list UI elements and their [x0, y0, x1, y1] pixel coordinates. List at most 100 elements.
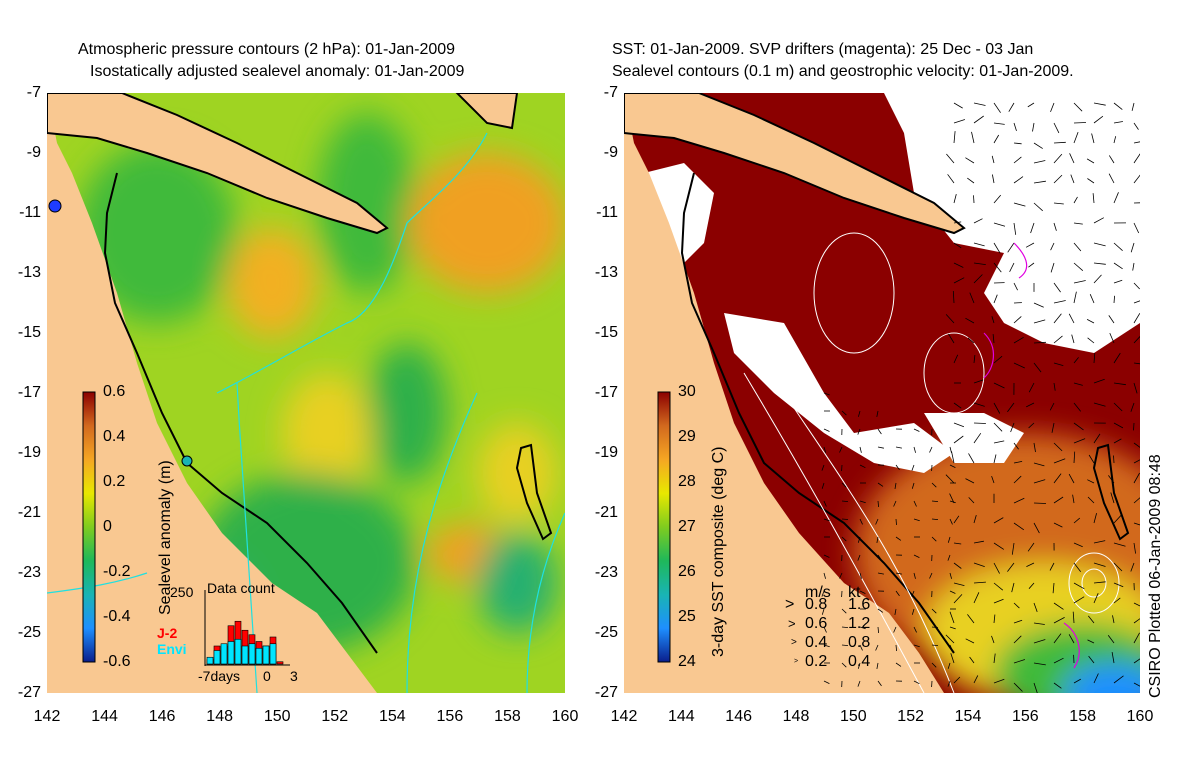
- velocity-arrow: [857, 680, 861, 687]
- colorbar-tick-label: 28: [678, 473, 696, 490]
- inset-x-label-zero: 0: [263, 668, 271, 684]
- velocity-arrow: [993, 382, 1005, 389]
- colorbar-tick-label: -0.6: [103, 653, 131, 670]
- velocity-arrow: [1025, 242, 1035, 248]
- velocity-arrow: [823, 392, 830, 396]
- velocity-arrow: [1093, 402, 1106, 407]
- velocity-arrow: [1028, 262, 1035, 268]
- right-land-australia: [624, 93, 944, 693]
- velocity-arrow: [841, 536, 847, 542]
- velocity-arrow: [1033, 341, 1047, 344]
- inset-bar-j2: [276, 661, 284, 665]
- inset-bar-envi: [206, 656, 214, 665]
- velocity-arrow: [859, 518, 863, 525]
- velocity-arrow: [1027, 102, 1035, 108]
- velocity-arrow: [949, 518, 953, 525]
- x-tick-label: 160: [1126, 708, 1154, 725]
- velocity-arrow: [1133, 442, 1140, 448]
- left-blob-green-north: [317, 113, 417, 293]
- velocity-arrow: [947, 680, 951, 687]
- left-reef-contour: [103, 172, 378, 654]
- velocity-arrow: [1013, 282, 1018, 291]
- velocity-arrow: [1033, 662, 1046, 666]
- y-tick-label: -21: [17, 504, 41, 521]
- velocity-arrow: [1133, 300, 1140, 304]
- inset-x-label-start: -7days: [198, 668, 241, 684]
- velocity-arrow: [1053, 473, 1062, 484]
- velocity-arrow: [913, 500, 917, 507]
- velocity-arrow: [1033, 479, 1046, 484]
- velocity-arrow: [945, 474, 955, 484]
- left-blob-yellow-east: [477, 423, 557, 523]
- velocity-arrow: [1073, 357, 1079, 364]
- inset-bar-envi: [269, 643, 277, 665]
- velocity-arrow: [949, 626, 956, 630]
- left-colorbar-gradient: [82, 391, 96, 663]
- velocity-arrow: [895, 644, 897, 652]
- velocity-arrow: [973, 115, 984, 124]
- velocity-arrow: [913, 446, 916, 453]
- velocity-arrow: [967, 337, 975, 344]
- y-tick-label: -9: [26, 144, 41, 161]
- velocity-arrow: [993, 422, 1003, 432]
- velocity-arrow: [1109, 332, 1115, 344]
- velocity-arrow: [895, 662, 902, 667]
- left-pressure-contour-e: [47, 572, 148, 594]
- velocity-arrow: [823, 644, 830, 648]
- velocity-arrow: [1053, 602, 1064, 610]
- velocity-arrow: [993, 134, 1000, 144]
- velocity-arrow: [1093, 581, 1106, 584]
- velocity-arrow: [1110, 492, 1115, 504]
- velocity-arrow: [1133, 313, 1140, 324]
- y-tick-label: -17: [594, 384, 618, 401]
- velocity-arrow: [952, 290, 955, 304]
- colorbar-tick-label: 24: [678, 653, 696, 670]
- velocity-arrow: [1008, 102, 1015, 112]
- velocity-arrow: [1093, 433, 1101, 444]
- velocity-arrow: [953, 354, 959, 364]
- x-tick-label: 144: [667, 708, 695, 725]
- inset-y-tick: 250: [170, 584, 194, 600]
- velocity-arrow: [1113, 455, 1115, 464]
- velocity-arrow: [1068, 313, 1075, 324]
- velocity-arrow: [1087, 479, 1095, 484]
- velocity-arrow: [821, 590, 825, 597]
- velocity-arrow: [1033, 502, 1047, 504]
- velocity-arrow: [1026, 562, 1035, 567]
- velocity-arrow: [1013, 635, 1022, 644]
- velocity-arrow: [993, 222, 1006, 227]
- velocity-arrow: [1033, 622, 1045, 625]
- velocity-arrow: [857, 662, 861, 669]
- velocity-arrow: [841, 500, 849, 502]
- left-blob-green-center: [367, 343, 447, 483]
- velocity-arrow: [1013, 522, 1025, 531]
- velocity-arrow: [949, 464, 956, 468]
- velocity-arrow: [1033, 522, 1040, 534]
- velocity-arrow: [1053, 362, 1064, 366]
- velocity-arrow: [993, 454, 997, 464]
- colorbar-tick-label: 25: [678, 608, 696, 625]
- inset-legend-envi: Envi: [157, 641, 187, 657]
- right-island-east: [1092, 443, 1130, 541]
- velocity-arrow: [1053, 617, 1065, 624]
- velocity-arrow: [951, 451, 955, 464]
- y-tick-label: -25: [17, 624, 41, 641]
- velocity-arrow: [823, 446, 827, 453]
- velocity-arrow: [1013, 461, 1023, 464]
- velocity-arrow: [894, 482, 897, 489]
- colorbar-tick-label: 0.6: [103, 383, 126, 400]
- velocity-arrow: [953, 221, 962, 224]
- velocity-arrow: [1072, 611, 1075, 624]
- velocity-arrow: [841, 644, 849, 646]
- left-title-line-1: Atmospheric pressure contours (2 hPa): 0…: [78, 41, 456, 58]
- velocity-arrow: [1133, 618, 1140, 624]
- velocity-arrow: [1087, 178, 1095, 184]
- colorbar-tick-label: 26: [678, 563, 696, 580]
- velocity-arrow: [1013, 316, 1022, 324]
- velocity-arrow: [931, 662, 937, 668]
- velocity-arrow: [950, 653, 955, 664]
- velocity-arrow: [1073, 291, 1077, 304]
- velocity-arrow: [953, 515, 960, 524]
- velocity-arrow: [1113, 675, 1124, 684]
- x-tick-label: 152: [321, 708, 349, 725]
